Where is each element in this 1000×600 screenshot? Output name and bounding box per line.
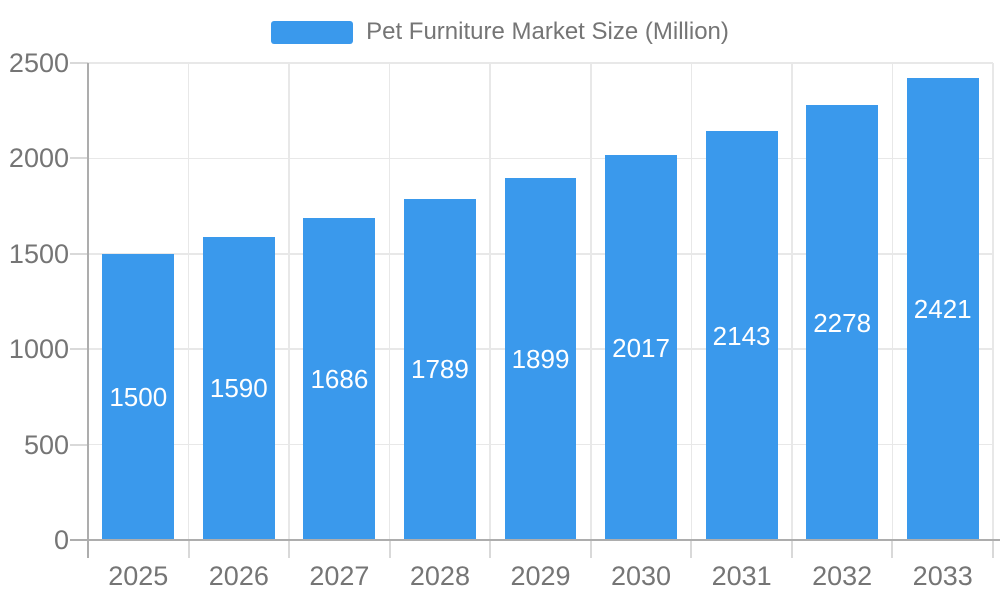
y-axis-tick-label: 2500 xyxy=(8,48,69,78)
x-axis-tick-label: 2031 xyxy=(711,561,772,591)
y-axis-tick xyxy=(70,443,88,446)
legend-label: Pet Furniture Market Size (Million) xyxy=(366,18,729,45)
x-axis-tick xyxy=(690,540,693,558)
x-axis-tick-label: 2032 xyxy=(812,561,873,591)
gridline-vertical xyxy=(891,63,894,540)
x-axis-tick xyxy=(388,540,391,558)
x-axis-tick xyxy=(288,540,291,558)
gridline-vertical xyxy=(388,63,391,540)
bar xyxy=(403,198,476,540)
legend[interactable]: Pet Furniture Market Size (Million) xyxy=(0,14,1000,50)
x-axis-tick-label: 2029 xyxy=(510,561,571,591)
x-axis-line xyxy=(70,538,1000,542)
y-axis-tick-label: 2000 xyxy=(8,143,69,174)
x-axis-tick xyxy=(589,540,592,558)
bar xyxy=(102,253,175,540)
gridline-vertical xyxy=(489,63,491,540)
x-axis-tick xyxy=(187,540,190,558)
bar xyxy=(906,78,979,540)
x-axis-tick xyxy=(790,540,793,558)
x-axis-tick-label: 2025 xyxy=(108,561,169,591)
bar xyxy=(705,131,778,540)
gridline-horizontal xyxy=(88,62,993,64)
x-axis-tick xyxy=(489,540,492,558)
bar-value-label: 2421 xyxy=(913,294,972,325)
bar-value-label: 1686 xyxy=(310,364,369,395)
bar-value-label: 2143 xyxy=(712,320,771,351)
x-axis-tick-label: 2033 xyxy=(912,561,973,591)
bar-value-label: 1789 xyxy=(411,354,469,385)
y-axis-line xyxy=(86,63,90,558)
bar xyxy=(504,177,577,540)
bar xyxy=(806,105,879,540)
bar-value-label: 1500 xyxy=(109,381,168,412)
gridline-vertical xyxy=(187,63,190,540)
gridline-vertical xyxy=(690,63,693,540)
y-axis-tick xyxy=(70,157,88,160)
gridline-vertical xyxy=(992,63,994,540)
x-axis-tick-label: 2028 xyxy=(409,561,470,591)
x-axis-tick-label: 2027 xyxy=(309,561,370,591)
gridline-vertical xyxy=(288,63,290,540)
bar-value-label: 1590 xyxy=(209,373,268,404)
x-axis-tick-label: 2026 xyxy=(208,561,269,591)
bar xyxy=(303,218,376,540)
x-axis-tick xyxy=(992,540,994,558)
x-axis-tick xyxy=(891,540,894,558)
gridline-horizontal xyxy=(88,157,993,160)
legend-swatch-icon xyxy=(271,20,354,44)
gridline-vertical xyxy=(791,63,793,540)
bar-value-label: 2017 xyxy=(612,332,670,363)
gridline-vertical xyxy=(590,63,592,540)
bar-value-label: 1899 xyxy=(511,343,570,374)
y-axis-tick-label: 500 xyxy=(23,429,69,460)
y-axis-tick xyxy=(70,252,88,255)
y-axis-tick-label: 1000 xyxy=(8,334,69,365)
y-axis-tick-label: 0 xyxy=(53,525,69,555)
y-axis-tick xyxy=(70,348,88,351)
bar xyxy=(605,155,677,540)
bar-value-label: 2278 xyxy=(813,307,872,338)
y-axis-tick-label: 1500 xyxy=(8,238,69,269)
x-axis-tick-label: 2030 xyxy=(611,561,672,591)
y-axis-tick xyxy=(70,62,88,64)
bar xyxy=(202,236,275,540)
